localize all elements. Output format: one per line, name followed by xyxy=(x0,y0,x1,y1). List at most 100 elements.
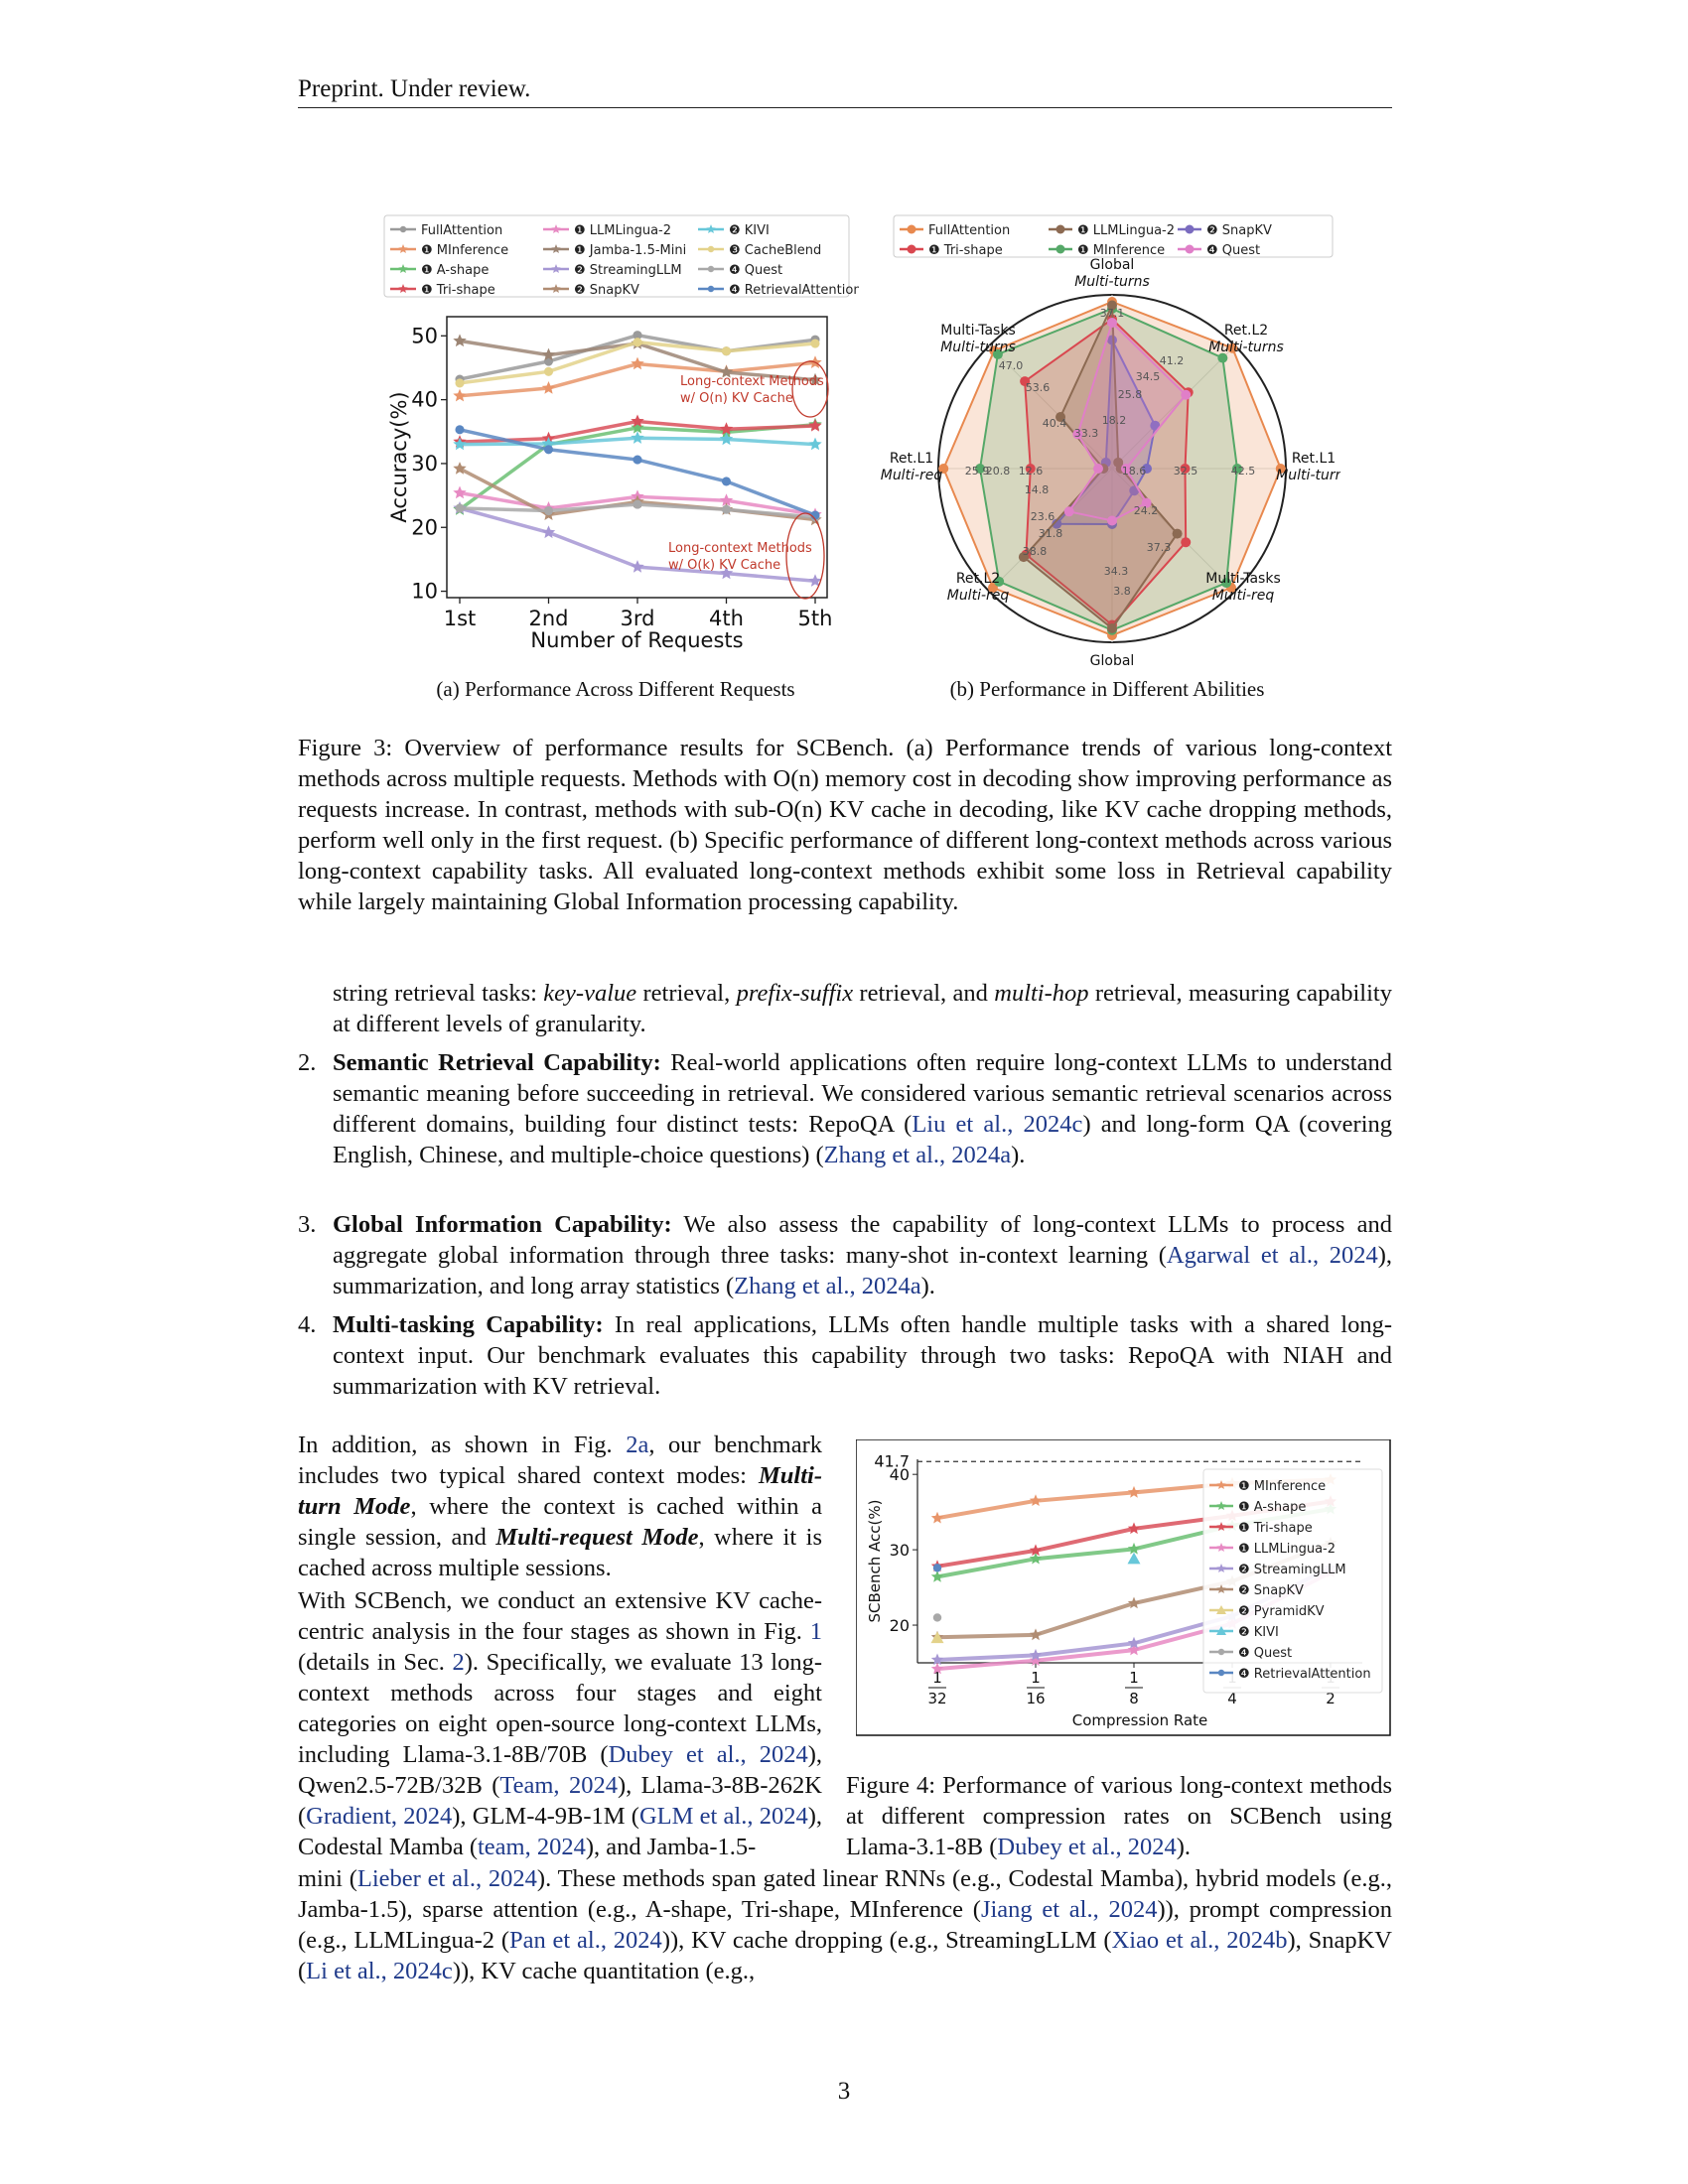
data-point xyxy=(633,331,642,341)
para-modes: In addition, as shown in Fig. 2a, our be… xyxy=(298,1432,823,1581)
legend-label: ❶ LLMLingua-2 xyxy=(1077,223,1175,238)
radar-point xyxy=(1020,376,1031,387)
radar-axis-sublabel: Multi-req xyxy=(881,468,943,483)
legend-label: ❷ SnapKV xyxy=(574,283,639,298)
annotation-line: w/ O(k) KV Cache xyxy=(668,558,780,573)
x-tick-denominator: 8 xyxy=(1129,1690,1139,1707)
fig4-caption: Figure 4: Performance of various long-co… xyxy=(846,1772,1392,1860)
radar-value-label: 38.8 xyxy=(1023,545,1048,558)
fig3b-subcaption: (b) Performance in Different Abilities xyxy=(949,677,1265,701)
data-point xyxy=(721,346,732,356)
radar-point xyxy=(1052,518,1062,529)
legend-label: ❹ Quest xyxy=(729,263,782,278)
data-point xyxy=(930,1653,944,1666)
radar-point xyxy=(1121,464,1131,474)
legend-label: ❷ KIVI xyxy=(1238,1625,1279,1640)
legend-label: ❶ A-shape xyxy=(1238,1500,1306,1515)
radar-axis-sublabel: Multi-req xyxy=(947,588,1010,604)
radar-point xyxy=(987,583,998,594)
y-tick-label: 50 xyxy=(411,324,438,347)
data-point xyxy=(455,503,465,513)
y-tick-label: 40 xyxy=(411,388,438,412)
x-tick-numerator: 1 xyxy=(932,1669,942,1687)
radar-value-label: 20.8 xyxy=(986,465,1011,478)
data-point xyxy=(541,347,556,361)
x-tick-label: 3rd xyxy=(621,607,655,630)
x-tick-denominator: 4 xyxy=(1227,1690,1237,1707)
legend-label: ❷ SnapKV xyxy=(1206,223,1272,238)
radar-value-label: 14.8 xyxy=(1025,483,1050,496)
data-point xyxy=(1127,1636,1141,1649)
x-axis-label: Number of Requests xyxy=(530,628,743,652)
radar-axis-label: Global xyxy=(1090,653,1135,669)
radar-point xyxy=(1141,497,1152,508)
data-point xyxy=(1029,1648,1043,1661)
data-point xyxy=(541,525,556,539)
radar-axis-sublabel: Multi-turns xyxy=(1208,340,1284,355)
data-point xyxy=(541,437,556,450)
x-tick-numerator: 1 xyxy=(1031,1669,1041,1687)
fig3a-plot: 10 20 30 40 50 1st 2nd 3rd 4th 5th Number of Reque… xyxy=(387,316,832,652)
data-point xyxy=(721,477,732,486)
radar-axis-label: Ret.L1 xyxy=(1292,451,1336,467)
data-point xyxy=(1127,1542,1141,1555)
data-point xyxy=(1127,1485,1141,1498)
legend-marker xyxy=(1216,1626,1226,1635)
legend-marker xyxy=(707,245,715,253)
radar-axis-sublabel: Multi-turns xyxy=(940,340,1016,355)
radar-axis-label: Multi-Tasks xyxy=(1205,571,1281,587)
radar-point xyxy=(1180,464,1191,474)
data-point xyxy=(808,574,822,587)
data-point xyxy=(631,356,644,370)
legend-label: ❶ LLMLingua-2 xyxy=(1238,1542,1336,1557)
data-point xyxy=(721,504,732,514)
fig4-legend: ❶ MInference ❶ A-shape ❶ Tri-shape ❶ LLMLin… xyxy=(1202,1468,1383,1694)
data-point xyxy=(719,422,734,435)
data-point xyxy=(453,485,467,499)
radar-axis-label: Ret.L2 xyxy=(956,571,1000,587)
data-point xyxy=(633,338,642,347)
legend-marker xyxy=(551,284,561,293)
data-point xyxy=(1029,1552,1043,1565)
legend-label: FullAttention xyxy=(928,223,1010,238)
annotation-line: w/ O(n) KV Cache xyxy=(680,391,793,406)
radar-value-label: 12.6 xyxy=(1019,465,1044,478)
data-point xyxy=(1127,1643,1141,1656)
legend-frame xyxy=(1202,1468,1383,1694)
data-point xyxy=(455,378,465,388)
radar-value-label: 23.6 xyxy=(1031,510,1055,523)
data-point xyxy=(1029,1544,1043,1557)
legend-label: ❶ MInference xyxy=(1238,1479,1326,1494)
data-point xyxy=(631,420,644,434)
legend-label: ❹ RetrievalAttention xyxy=(1238,1667,1371,1682)
data-point xyxy=(719,432,734,446)
data-point xyxy=(808,419,822,432)
radar-point xyxy=(1107,623,1117,633)
fig3a-chart: FullAttention ❶ MInference ❶ A-shape ❶ Tri-… xyxy=(383,214,859,652)
radar-point xyxy=(1181,389,1192,400)
radar-point xyxy=(1172,528,1183,539)
radar-value-label: 47.0 xyxy=(999,359,1024,372)
legend-marker xyxy=(1216,1543,1226,1552)
list-item: 2. Semantic Retrieval Capability: Real-w… xyxy=(298,1049,1393,1168)
legend-marker xyxy=(551,244,561,253)
radar-point xyxy=(1142,464,1152,474)
data-point xyxy=(808,437,822,451)
data-point xyxy=(631,414,644,428)
data-point xyxy=(930,1570,944,1582)
legend-marker xyxy=(399,225,407,233)
cont-line: string retrieval tasks: key-value retrie… xyxy=(333,980,1392,1037)
annotation-ellipse xyxy=(791,360,829,418)
page-number: 3 xyxy=(837,2078,851,2105)
x-tick-numerator: 1 xyxy=(1129,1669,1139,1687)
legend-label: ❷ StreamingLLM xyxy=(1238,1563,1346,1577)
legend-frame xyxy=(893,214,1334,258)
fig3b-radar: FullAttention ❶ MInference ❶ Tri-shape ❷ Sn… xyxy=(881,214,1340,669)
radar-value-label: 42.5 xyxy=(1231,465,1256,478)
radar-point xyxy=(1093,464,1103,474)
data-point xyxy=(719,365,734,378)
legend-label: ❹ RetrievalAttention xyxy=(729,283,859,298)
annotation-line: Long-context Methods xyxy=(668,541,812,556)
radar-value-label: 24.2 xyxy=(1134,504,1159,517)
